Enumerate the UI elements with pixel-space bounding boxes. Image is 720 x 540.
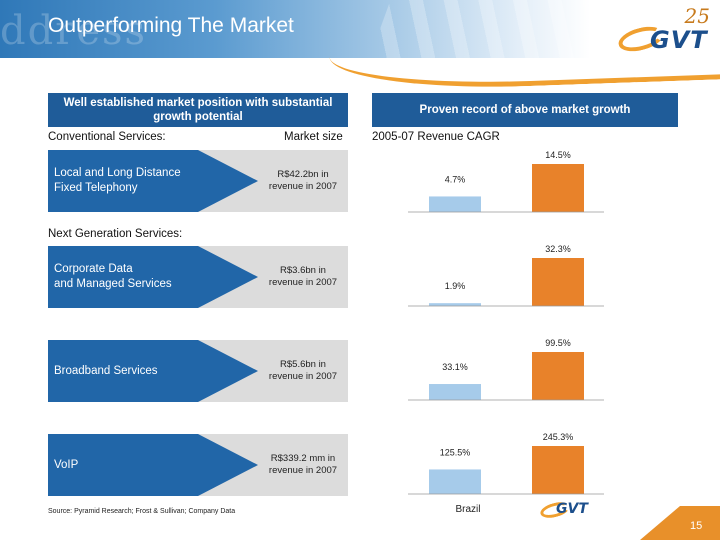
- left-header: Well established market position with su…: [48, 93, 348, 127]
- service-name-line1: Corporate Data: [54, 263, 133, 275]
- conventional-services-heading: Conventional Services:: [48, 131, 166, 143]
- logo-text: GVT: [650, 26, 708, 54]
- data-label-gvt-panel-4: 245.3%: [543, 432, 574, 442]
- service-name-line2: and Managed Services: [54, 278, 172, 290]
- market-size-value: R$5.6bn in revenue in 2007: [258, 340, 348, 402]
- market-size-line1: R$5.6bn in: [280, 359, 326, 370]
- bar-brazil-panel-2: [429, 303, 481, 306]
- logo-anniversary-number: 25: [684, 4, 710, 28]
- bar-brazil-panel-1: [429, 196, 481, 212]
- bar-gvt-panel-3: [532, 352, 584, 400]
- gvt-logo: 25 GVT: [600, 4, 718, 60]
- data-label-brazil-panel-1: 4.7%: [445, 174, 466, 184]
- data-label-brazil-panel-4: 125.5%: [440, 447, 471, 457]
- service-row-broadband: Broadband Services R$5.6bn in revenue in …: [48, 340, 348, 402]
- bar-brazil-panel-3: [429, 384, 481, 400]
- market-size-line2: revenue in 2007: [268, 465, 338, 476]
- page-title: Outperforming The Market: [48, 14, 294, 37]
- service-row-voip: VoIP R$339.2 mm in revenue in 2007: [48, 434, 348, 496]
- service-row-fixed-telephony: Local and Long Distance Fixed Telephony R…: [48, 150, 348, 212]
- cagr-heading: 2005-07 Revenue CAGR: [372, 131, 500, 143]
- market-size-line2: revenue in 2007: [268, 277, 338, 288]
- bar-gvt-panel-2: [532, 258, 584, 306]
- bar-brazil-panel-4: [429, 469, 481, 494]
- service-name-line1: Local and Long Distance: [54, 167, 181, 179]
- service-name-line2: Fixed Telephony: [54, 182, 138, 194]
- logo-text: GVT: [556, 501, 588, 517]
- market-size-value: R$3.6bn in revenue in 2007: [258, 246, 348, 308]
- data-label-brazil-panel-2: 1.9%: [445, 281, 466, 291]
- service-name-line1: Broadband Services: [54, 364, 158, 377]
- right-header: Proven record of above market growth: [372, 93, 678, 127]
- data-label-gvt-panel-3: 99.5%: [545, 338, 571, 348]
- data-label-gvt-panel-1: 14.5%: [545, 150, 571, 160]
- bar-gvt-panel-1: [532, 164, 584, 212]
- data-label-brazil-panel-3: 33.1%: [442, 362, 468, 372]
- header-decoration: ddress: [0, 8, 148, 54]
- market-size-heading: Market size: [284, 131, 343, 143]
- x-axis-label-brazil: Brazil: [455, 504, 481, 515]
- page-number: 15: [690, 520, 703, 532]
- market-size-value: R$42.2bn in revenue in 2007: [258, 150, 348, 212]
- market-size-line1: R$42.2bn in: [277, 169, 329, 180]
- service-row-corporate-data: Corporate Data and Managed Services R$3.6…: [48, 246, 348, 308]
- header-banner: ddress: [0, 0, 720, 58]
- service-name-line1: VoIP: [54, 458, 79, 471]
- market-size-line1: R$3.6bn in: [280, 265, 326, 276]
- data-label-gvt-panel-2: 32.3%: [545, 244, 571, 254]
- bar-gvt-panel-4: [532, 446, 584, 494]
- market-size-line1: R$339.2 mm in: [270, 453, 336, 464]
- market-size-value: R$339.2 mm in revenue in 2007: [258, 434, 348, 496]
- gvt-footer-logo: GVT: [538, 499, 602, 521]
- source-note: Source: Pyramid Research; Frost & Sulliv…: [48, 508, 236, 515]
- next-gen-heading: Next Generation Services:: [48, 228, 183, 240]
- market-size-line2: revenue in 2007: [268, 371, 338, 382]
- market-size-line2: revenue in 2007: [268, 181, 338, 192]
